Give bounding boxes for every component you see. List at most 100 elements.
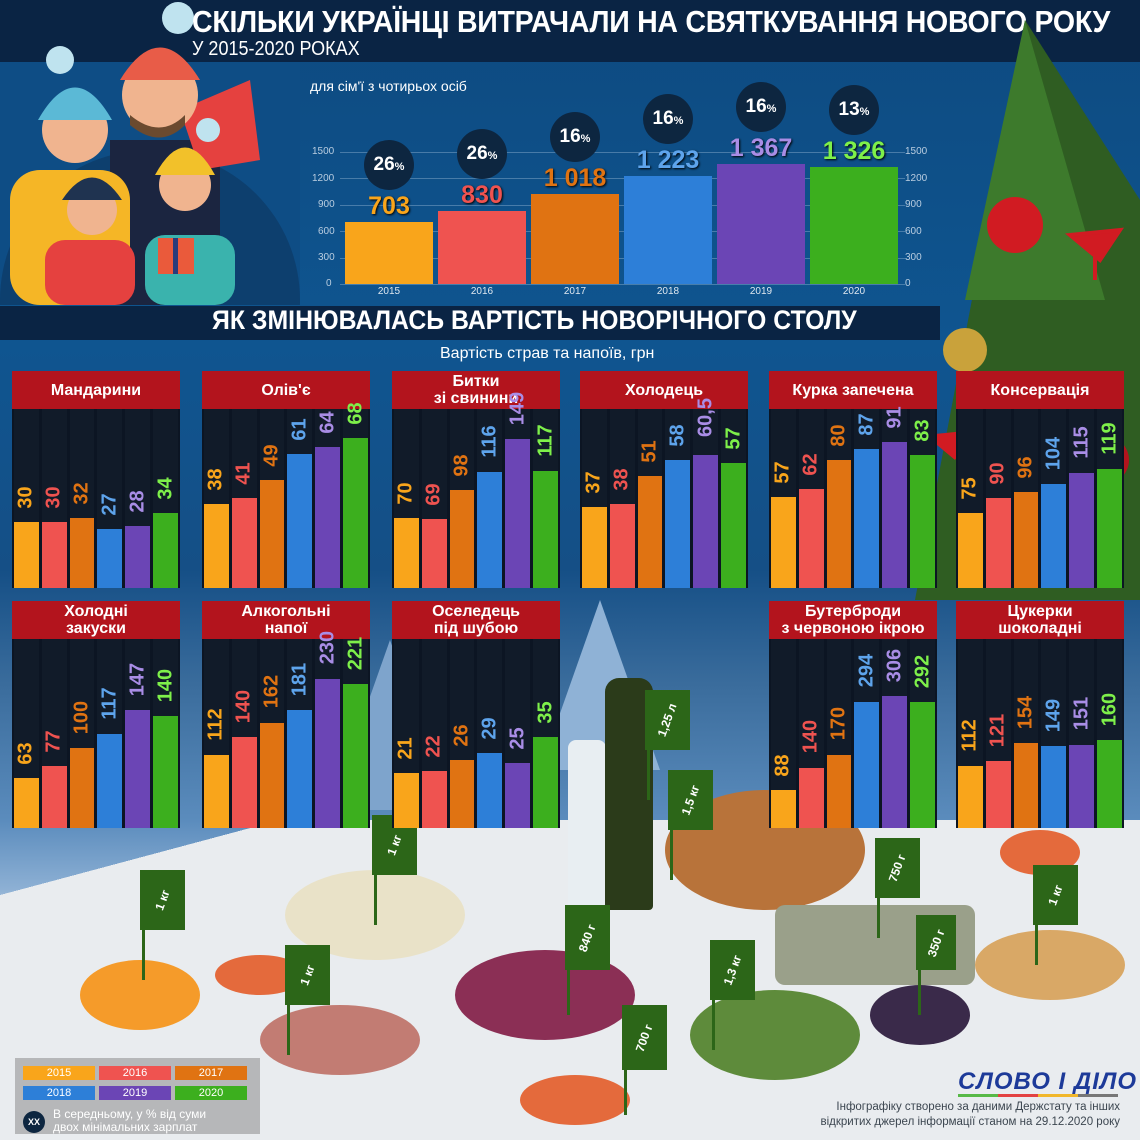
panel-title-line2: під шубою [433,620,519,637]
panel-bar-2019: 151 [1069,639,1095,828]
bar-value-label: 75 [958,477,981,500]
legend-percent-circle: XX [23,1111,45,1133]
bar-fill [153,716,178,828]
panel-bar-2019: 25 [505,639,531,828]
flag-pole [877,898,880,938]
bar-value-label: 21 [394,737,417,761]
panel-bar-2015: 88 [771,639,796,828]
gridline [340,284,905,285]
bar-value-label: 35 [534,701,557,724]
bar-2020 [810,167,898,284]
x-tick-label: 2015 [377,286,401,297]
panel-bar-2017: 100 [69,639,95,828]
panel-bar-2016: 77 [41,639,67,828]
bar-value-label: 30 [14,486,37,509]
bar-fill [204,504,229,588]
bar-fill [910,702,935,828]
panel-bar-2020: 140 [153,639,178,828]
quantity-label: 350 г [924,926,948,959]
bar-fill [505,763,531,828]
bar-fill [69,517,95,588]
bar-value-label: 121 [986,713,1009,748]
panel-bars: 38 41 49 61 64 68 [202,403,370,588]
bar-value-label: 116 [478,424,501,458]
bar-fill [985,498,1011,588]
panel-bar-2016: 41 [231,409,257,588]
panel-bar-2020: 34 [153,409,178,588]
panel-7: Холодні закуски 63 77 100 117 147 140 [12,601,180,828]
x-tick-label: 2017 [563,286,587,297]
bar-value-label: 306 [883,648,906,683]
bar-fill [97,734,123,828]
panel-bars: 75 90 96 104 115 119 [956,409,1124,588]
flag-pole [712,1000,715,1050]
bar-fill [637,475,663,588]
bar-fill [882,442,908,588]
panel-title: Алкогольні напої [202,601,370,639]
panel-bar-2020: 35 [533,639,558,828]
panel-title: Бутерброди з червоною ікрою [769,601,937,639]
panel-bar-2015: 38 [204,409,229,588]
y-tick-600: 600 [318,226,335,237]
bar-value-label: 58 [666,424,689,448]
bar-2016 [438,210,526,284]
bar-fill [854,448,880,588]
panel-bar-2015: 70 [394,409,419,588]
bar-fill [69,748,95,828]
bar-fill [287,453,313,588]
bar-fill [826,460,852,588]
flag-pole [670,830,673,880]
bar-value-label: 90 [986,462,1009,485]
bar-value-label: 149 [506,391,529,425]
panel-title-line1: Мандарини [50,381,142,399]
panel-bar-2016: 140 [798,639,824,828]
y-tick-0: 0 [326,278,332,289]
bar-value-label: 147 [126,662,149,697]
bar-value-label: 170 [827,707,850,741]
bar-value-label: 1 367 [729,133,793,162]
bar-fill [882,696,908,828]
bar-2015 [345,222,433,284]
panel-bar-2019: 64 [315,409,341,588]
panel-bar-2015: 37 [582,409,607,588]
y-tick-900: 900 [318,199,335,210]
bar-value-label: 292 [911,654,934,689]
bar-fill [394,518,419,588]
panel-bar-2015: 57 [771,409,796,588]
bar-value-label: 41 [232,462,255,485]
family-illustration [0,2,300,305]
percent-value: 26 [466,142,488,164]
quantity-flag: 750 г [875,838,920,898]
panel-title-line2: напої [264,620,308,637]
main-subtitle: У 2015-2020 РОКАХ [192,38,360,60]
bar-fill [533,737,558,828]
bar-value-label: 703 [368,192,410,221]
panel-bar-2020: 57 [721,409,746,588]
section-title: ЯК ЗМІНЮВАЛАСЬ ВАРТІСТЬ НОВОРІЧНОГО СТОЛ… [212,305,857,335]
percent-value: 26 [373,154,395,176]
bar-fill [41,766,67,828]
bar-value-label: 88 [771,754,794,777]
panel-bar-2019: 149 [505,391,531,588]
legend-note-line2: двох мінімальних зарплат [53,1120,198,1134]
bar-value-label: 25 [506,727,529,750]
bar-fill [287,710,313,828]
quantity-label: 1,5 кг [678,783,703,817]
panel-bar-2017: 96 [1013,409,1039,588]
panel-bar-2020: 221 [343,637,368,828]
brand-logo: СЛОВО І ДІЛО [958,1068,1138,1095]
y-tick-right-900: 900 [905,199,922,210]
bar-fill [1097,740,1122,828]
bar-fill [204,755,229,828]
panel-bar-2016: 22 [421,639,447,828]
bar-fill [231,737,257,828]
panel-bar-2018: 149 [1041,639,1067,828]
bar-fill [259,480,285,588]
panel-title-line1: Цукерки [1007,603,1073,620]
panel-bar-2017: 49 [259,409,285,588]
percent-value: 16 [559,126,581,148]
flag-pole [918,970,921,1015]
panel-bar-2016: 90 [985,409,1011,588]
bar-2019 [717,163,805,284]
panel-bars: 63 77 100 117 147 140 [12,639,180,828]
